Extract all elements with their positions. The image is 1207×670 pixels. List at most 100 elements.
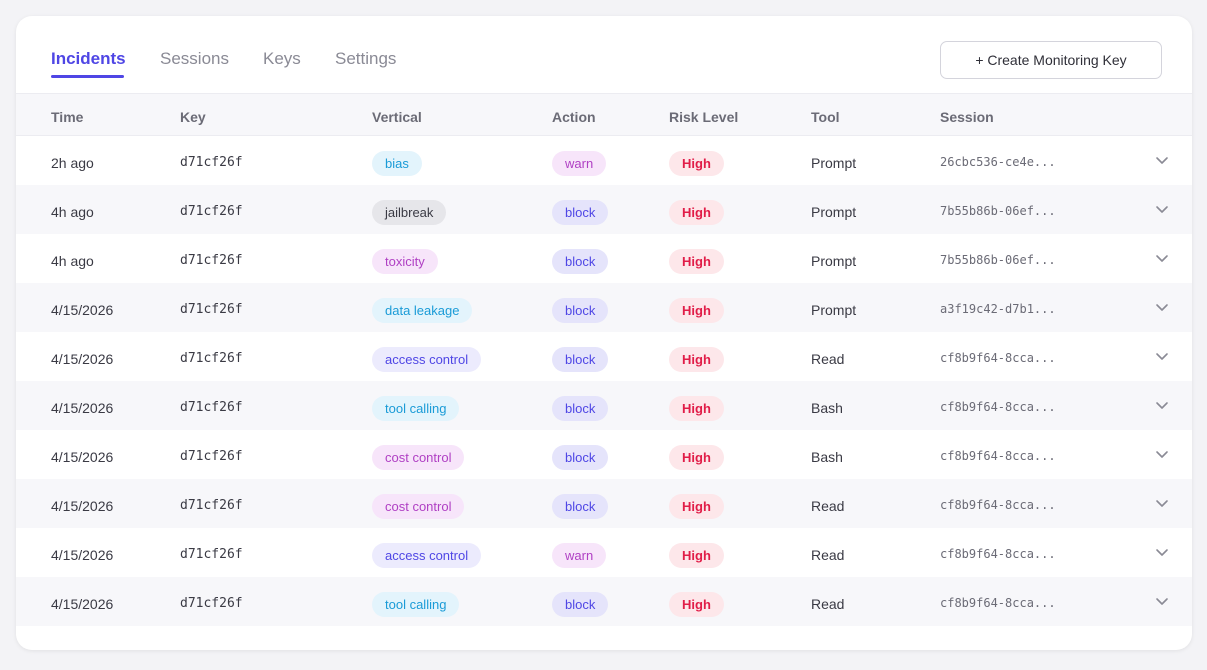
session-cell: cf8b9f64-8cca...	[940, 400, 1056, 414]
action-badge: block	[552, 494, 609, 519]
vertical-badge: cost control	[372, 494, 465, 519]
tab-settings[interactable]: Settings	[335, 49, 397, 68]
table-row[interactable]: 4h ago d71cf26f toxicity block High Prom…	[16, 234, 1192, 283]
vertical-badge: bias	[372, 151, 422, 176]
session-cell: 7b55b86b-06ef...	[940, 204, 1056, 218]
tool-cell: Bash	[811, 449, 843, 465]
action-badge: warn	[552, 151, 607, 176]
table-row[interactable]: 4/15/2026 d71cf26f cost control block Hi…	[16, 430, 1192, 479]
key-cell: d71cf26f	[180, 253, 243, 268]
key-cell: d71cf26f	[180, 449, 243, 464]
session-cell: 26cbc536-ce4e...	[940, 155, 1056, 169]
chevron-down-icon[interactable]	[1154, 446, 1170, 462]
session-cell: cf8b9f64-8cca...	[940, 547, 1056, 561]
action-badge: block	[552, 445, 609, 470]
tab-sessions[interactable]: Sessions	[160, 49, 229, 68]
table-row[interactable]: 4h ago d71cf26f jailbreak block High Pro…	[16, 185, 1192, 234]
time-cell: 4/15/2026	[51, 302, 114, 318]
time-cell: 4/15/2026	[51, 596, 114, 612]
key-cell: d71cf26f	[180, 498, 243, 513]
chevron-down-icon[interactable]	[1154, 201, 1170, 217]
session-cell: 7b55b86b-06ef...	[940, 253, 1056, 267]
table-row[interactable]: 4/15/2026 d71cf26f tool calling block Hi…	[16, 577, 1192, 626]
key-cell: d71cf26f	[180, 351, 243, 366]
risk-level-badge: High	[669, 249, 724, 274]
vertical-badge: jailbreak	[372, 200, 447, 225]
table-row[interactable]: 4/15/2026 d71cf26f tool calling block Hi…	[16, 381, 1192, 430]
create-monitoring-key-button[interactable]: + Create Monitoring Key	[940, 41, 1162, 79]
risk-level-badge: High	[669, 494, 724, 519]
chevron-down-icon[interactable]	[1154, 495, 1170, 511]
tool-cell: Prompt	[811, 204, 857, 220]
tool-cell: Prompt	[811, 155, 857, 171]
time-cell: 4/15/2026	[51, 449, 114, 465]
table-row[interactable]: 4/15/2026 d71cf26f access control warn H…	[16, 528, 1192, 577]
table-row[interactable]: 2h ago d71cf26f bias warn High Prompt 26…	[16, 136, 1192, 185]
vertical-badge: tool calling	[372, 396, 460, 421]
key-cell: d71cf26f	[180, 547, 243, 562]
vertical-badge: access control	[372, 543, 482, 568]
action-badge: block	[552, 347, 609, 372]
risk-level-badge: High	[669, 298, 724, 323]
key-cell: d71cf26f	[180, 155, 243, 170]
column-header-vertical: Vertical	[372, 109, 422, 125]
action-badge: block	[552, 396, 609, 421]
vertical-badge: toxicity	[372, 249, 438, 274]
chevron-down-icon[interactable]	[1154, 544, 1170, 560]
chevron-down-icon[interactable]	[1154, 152, 1170, 168]
chevron-down-icon[interactable]	[1154, 593, 1170, 609]
vertical-badge: tool calling	[372, 592, 460, 617]
action-badge: block	[552, 200, 609, 225]
chevron-down-icon[interactable]	[1154, 250, 1170, 266]
session-cell: cf8b9f64-8cca...	[940, 449, 1056, 463]
column-header-risk-level: Risk Level	[669, 109, 739, 125]
tab-incidents[interactable]: Incidents	[51, 49, 126, 68]
tool-cell: Read	[811, 596, 845, 612]
key-cell: d71cf26f	[180, 400, 243, 415]
key-cell: d71cf26f	[180, 596, 243, 611]
tool-cell: Prompt	[811, 302, 857, 318]
session-cell: cf8b9f64-8cca...	[940, 596, 1056, 610]
time-cell: 4h ago	[51, 253, 94, 269]
incidents-table-body: 2h ago d71cf26f bias warn High Prompt 26…	[16, 136, 1192, 626]
time-cell: 4/15/2026	[51, 351, 114, 367]
tool-cell: Bash	[811, 400, 843, 416]
chevron-down-icon[interactable]	[1154, 348, 1170, 364]
session-cell: cf8b9f64-8cca...	[940, 351, 1056, 365]
table-row[interactable]: 4/15/2026 d71cf26f access control block …	[16, 332, 1192, 381]
risk-level-badge: High	[669, 445, 724, 470]
incidents-card: Incidents Sessions Keys Settings + Creat…	[16, 16, 1192, 650]
table-row[interactable]: 4/15/2026 d71cf26f data leakage block Hi…	[16, 283, 1192, 332]
tool-cell: Read	[811, 351, 845, 367]
risk-level-badge: High	[669, 200, 724, 225]
vertical-badge: data leakage	[372, 298, 473, 323]
session-cell: cf8b9f64-8cca...	[940, 498, 1056, 512]
risk-level-badge: High	[669, 151, 724, 176]
column-header-action: Action	[552, 109, 596, 125]
vertical-badge: access control	[372, 347, 482, 372]
risk-level-badge: High	[669, 347, 724, 372]
column-header-tool: Tool	[811, 109, 840, 125]
column-header-session: Session	[940, 109, 994, 125]
risk-level-badge: High	[669, 592, 724, 617]
action-badge: block	[552, 298, 609, 323]
tab-bar: Incidents Sessions Keys Settings + Creat…	[16, 16, 1192, 93]
active-tab-indicator	[51, 75, 124, 78]
chevron-down-icon[interactable]	[1154, 397, 1170, 413]
session-cell: a3f19c42-d7b1...	[940, 302, 1056, 316]
key-cell: d71cf26f	[180, 204, 243, 219]
time-cell: 2h ago	[51, 155, 94, 171]
tool-cell: Read	[811, 547, 845, 563]
time-cell: 4/15/2026	[51, 498, 114, 514]
tab-keys[interactable]: Keys	[263, 49, 301, 68]
table-row[interactable]: 4/15/2026 d71cf26f cost control block Hi…	[16, 479, 1192, 528]
action-badge: warn	[552, 543, 607, 568]
chevron-down-icon[interactable]	[1154, 299, 1170, 315]
action-badge: block	[552, 249, 609, 274]
time-cell: 4/15/2026	[51, 400, 114, 416]
key-cell: d71cf26f	[180, 302, 243, 317]
column-header-time: Time	[51, 109, 84, 125]
action-badge: block	[552, 592, 609, 617]
table-header: Time Key Vertical Action Risk Level Tool…	[16, 93, 1192, 136]
tool-cell: Prompt	[811, 253, 857, 269]
